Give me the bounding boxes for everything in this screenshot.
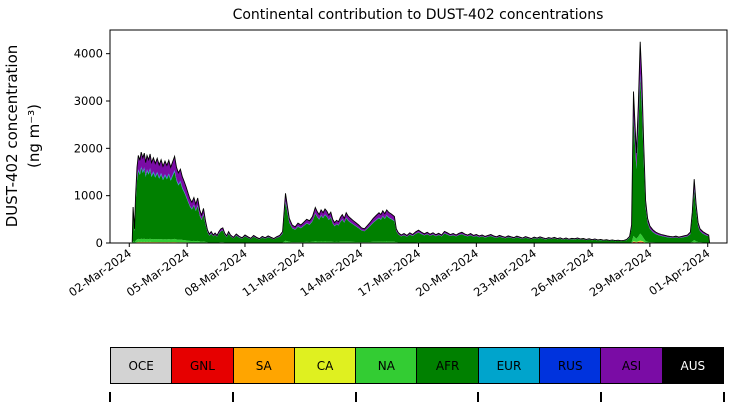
colorbar-tick	[354, 392, 357, 402]
area-afr	[132, 77, 710, 243]
legend-item-aus: AUS	[661, 347, 724, 384]
chart-title: Continental contribution to DUST-402 con…	[233, 7, 604, 23]
area-rus	[132, 73, 710, 243]
x-tick-label: 05-Mar-2024	[124, 246, 192, 299]
legend-label: AFR	[435, 358, 460, 373]
y-tick-label: 4000	[74, 47, 103, 61]
legend-label: EUR	[496, 358, 522, 373]
colorbar-tick	[231, 392, 234, 402]
y-tick-label: 1000	[74, 189, 103, 203]
y-axis-label-line2: (ng m⁻³)	[25, 104, 43, 168]
x-tick-label: 26-Mar-2024	[529, 246, 597, 299]
legend-item-ca: CA	[293, 347, 357, 384]
stacked-areas	[131, 41, 711, 244]
x-tick-label: 23-Mar-2024	[471, 246, 539, 299]
colorbar-tick	[477, 392, 480, 402]
x-tick-label: 29-Mar-2024	[587, 246, 655, 299]
y-axis-ticks: 0 1000 2000 3000 4000	[74, 47, 110, 250]
x-tick-label: 14-Mar-2024	[297, 246, 365, 299]
x-tick-label: 20-Mar-2024	[413, 246, 481, 299]
legend-item-eur: EUR	[477, 347, 541, 384]
legend-label: CA	[316, 358, 334, 373]
legend-label: OCE	[128, 358, 154, 373]
colorbar-tick	[723, 392, 725, 402]
y-axis-label-line1: DUST-402 concentration	[3, 45, 21, 228]
legend-label: NA	[377, 358, 395, 373]
y-tick-label: 2000	[74, 141, 103, 155]
legend-label: SA	[255, 358, 272, 373]
y-tick-label: 3000	[74, 94, 103, 108]
legend-item-sa: SA	[232, 347, 295, 384]
x-tick-label: 02-Mar-2024	[66, 246, 134, 299]
colorbar-tick	[600, 392, 603, 402]
x-tick-label: 11-Mar-2024	[240, 246, 308, 299]
legend-item-gnl: GNL	[171, 347, 234, 384]
area-asi	[132, 44, 710, 244]
legend-item-asi: ASI	[600, 347, 663, 384]
legend-label: GNL	[189, 358, 215, 373]
legend-item-na: NA	[355, 347, 418, 384]
legend-item-oce: OCE	[110, 347, 173, 384]
legend-label: ASI	[621, 358, 642, 373]
total-outline	[131, 41, 711, 244]
legend: OCE GNL SA CA NA AFR EUR RUS ASI AUS	[110, 347, 724, 384]
legend-label: RUS	[557, 358, 583, 373]
area-aus	[132, 41, 710, 243]
area-eur	[132, 75, 710, 243]
legend-item-afr: AFR	[416, 347, 479, 384]
x-tick-label: 17-Mar-2024	[355, 246, 423, 299]
x-tick-label: 08-Mar-2024	[182, 246, 250, 299]
colorbar-tick	[109, 392, 111, 402]
legend-label: AUS	[680, 358, 706, 373]
x-axis-ticks: 02-Mar-202405-Mar-202408-Mar-202411-Mar-…	[66, 243, 712, 299]
x-tick-label: 01-Apr-2024	[646, 246, 712, 298]
legend-item-rus: RUS	[539, 347, 602, 384]
y-tick-label: 0	[96, 236, 103, 250]
area-na	[132, 233, 710, 243]
